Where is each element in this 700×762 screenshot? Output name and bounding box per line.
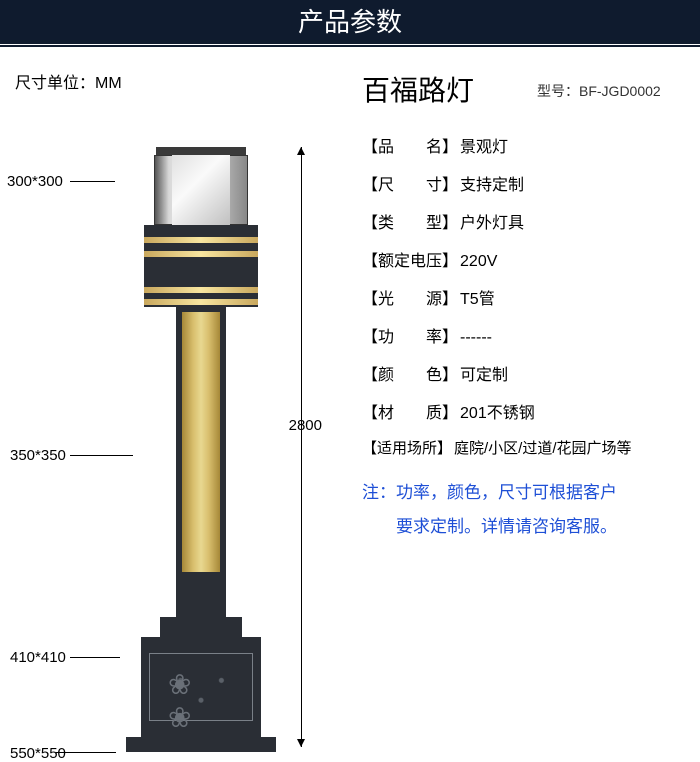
spec-row: 【颜 色】可定制: [362, 361, 692, 385]
lamp-band: [144, 287, 258, 293]
dim-line: [56, 752, 116, 753]
spec-key: 【品 名】: [362, 133, 458, 157]
page-header: 产品参数: [0, 0, 700, 44]
lamp-band: [144, 299, 258, 305]
dim-line: [70, 657, 120, 658]
dim-line: [70, 181, 115, 182]
spec-table: 【品 名】景观灯 【尺 寸】支持定制 【类 型】户外灯具 【额定电压】 220V…: [362, 133, 692, 458]
spec-key: 【类 型】: [362, 209, 458, 233]
spec-row: 【功 率】 ------: [362, 323, 692, 347]
header-title: 产品参数: [298, 7, 402, 37]
spec-row: 【材 质】201不锈钢: [362, 399, 692, 423]
lamp-base: [141, 637, 261, 737]
spec-val: 220V: [460, 253, 497, 271]
note-line2: 要求定制。详情请咨询客服。: [362, 510, 692, 544]
lamp-head-front: [172, 155, 230, 225]
spec-key: 【材 质】: [362, 399, 458, 423]
spec-key: 【额定电压】: [362, 247, 458, 271]
dim-base1: 410*410: [10, 649, 66, 666]
model-value: BF-JGD0002: [579, 83, 661, 99]
lamp-column-light: [182, 312, 220, 572]
spec-key: 【尺 寸】: [362, 171, 458, 195]
lamp-illustration: [116, 147, 286, 752]
spec-row: 【适用场所】庭院/小区/过道/花园广场等: [362, 437, 692, 458]
dim-mid: 350*350: [10, 447, 66, 464]
spec-row: 【光 源】T5管: [362, 285, 692, 309]
model-label: 型号：: [537, 83, 579, 99]
spec-val: 201不锈钢: [460, 399, 535, 423]
lamp-foot: [126, 737, 276, 752]
spec-val: T5管: [460, 285, 495, 309]
height-dimension-line: [301, 147, 302, 747]
content-area: 尺寸单位：MM 300*300 350*350 410*410 550*550 …: [0, 47, 700, 746]
spec-panel: 百福路灯 型号：BF-JGD0002 【品 名】景观灯 【尺 寸】支持定制 【类…: [362, 69, 692, 544]
spec-key: 【光 源】: [362, 285, 458, 309]
spec-key: 【适用场所】: [362, 437, 452, 458]
dim-base2: 550*550: [10, 745, 66, 762]
lamp-pattern: [149, 653, 253, 721]
product-title: 百福路灯: [362, 69, 474, 109]
spec-val: 支持定制: [460, 171, 524, 195]
dim-height: 2800: [289, 417, 322, 434]
spec-val: ------: [460, 329, 492, 347]
note-text: 注：功率，颜色，尺寸可根据客户 要求定制。详情请咨询客服。: [362, 476, 692, 544]
spec-val: 景观灯: [460, 133, 508, 157]
arrow-icon: [297, 147, 305, 155]
spec-row: 【额定电压】 220V: [362, 247, 692, 271]
spec-key: 【功 率】: [362, 323, 458, 347]
lamp-band-dark: [144, 259, 258, 279]
spec-key: 【颜 色】: [362, 361, 458, 385]
product-model: 型号：BF-JGD0002: [537, 81, 661, 101]
product-diagram: 300*300 350*350 410*410 550*550 2800: [0, 97, 330, 737]
lamp-band: [144, 237, 258, 243]
spec-val: 户外灯具: [460, 209, 524, 233]
unit-label: 尺寸单位：MM: [15, 69, 122, 93]
spec-row: 【尺 寸】支持定制: [362, 171, 692, 195]
lamp-band: [144, 251, 258, 257]
lamp-cap: [156, 147, 246, 155]
spec-val: 可定制: [460, 361, 508, 385]
spec-row: 【品 名】景观灯: [362, 133, 692, 157]
spec-val: 庭院/小区/过道/花园广场等: [454, 437, 632, 458]
note-line1: 注：功率，颜色，尺寸可根据客户: [362, 476, 692, 510]
spec-row: 【类 型】户外灯具: [362, 209, 692, 233]
lamp-base-top: [160, 617, 242, 637]
dim-top: 300*300: [7, 173, 63, 190]
